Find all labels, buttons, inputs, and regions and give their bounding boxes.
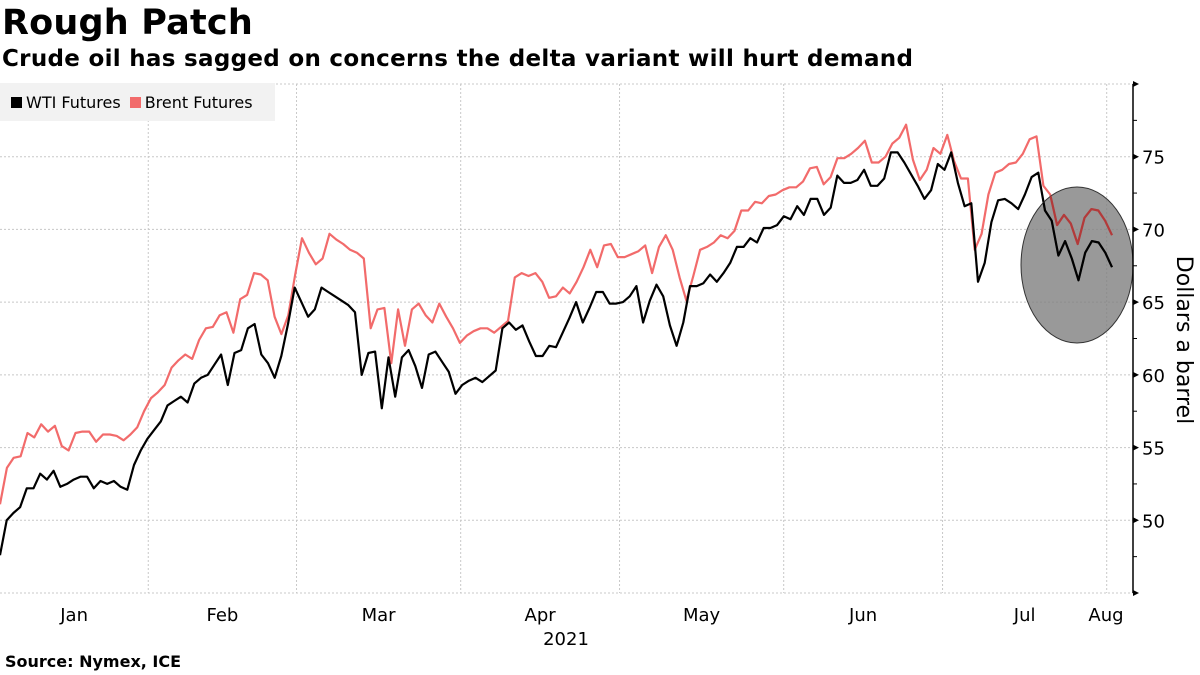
wti-line — [0, 151, 1113, 556]
x-tick-label: Aug — [1088, 605, 1123, 626]
wti-line-highlighted — [1023, 187, 1113, 282]
x-tick-label: Feb — [206, 605, 238, 626]
x-tick-label: Jul — [1013, 605, 1036, 626]
x-tick-label: Jan — [59, 605, 88, 626]
source-note: Source: Nymex, ICE — [5, 652, 182, 671]
y-tick-label: 75 — [1142, 148, 1165, 169]
y-tick-mark — [1133, 226, 1139, 233]
legend-swatch-brent — [129, 96, 141, 108]
x-tick-label: Mar — [362, 605, 397, 626]
y-tick-label: 50 — [1142, 511, 1165, 532]
legend-label-brent: Brent Futures — [144, 92, 253, 112]
legend: WTI Futures Brent Futures — [0, 83, 275, 121]
grid-lines — [0, 83, 1133, 594]
highlight-ellipse — [1020, 186, 1134, 344]
y-tick-mark — [1133, 590, 1139, 596]
y-axis: 50 55 60 65 70 75 — [1132, 81, 1165, 596]
legend-item-brent[interactable]: Brent Futures — [121, 83, 253, 121]
brent-line-highlighted — [1021, 187, 1113, 246]
y-axis-label: Dollars a barrel — [1171, 256, 1196, 424]
y-tick-mark — [1133, 299, 1139, 306]
legend-item-wti[interactable]: WTI Futures — [0, 83, 121, 121]
y-tick-mark — [1133, 517, 1139, 524]
chart-subtitle: Crude oil has sagged on concerns the del… — [2, 46, 914, 72]
x-axis-label: 2021 — [543, 629, 589, 650]
y-tick-label: 60 — [1142, 366, 1165, 387]
y-tick-mark — [1133, 81, 1139, 87]
y-tick-mark — [1133, 153, 1139, 160]
y-tick-mark — [1133, 444, 1139, 451]
y-tick-label: 65 — [1142, 293, 1165, 314]
legend-label-wti: WTI Futures — [26, 92, 121, 112]
x-tick-label: Jun — [848, 605, 877, 626]
chart-title: Rough Patch — [2, 3, 253, 43]
legend-swatch-wti — [11, 96, 22, 108]
y-tick-mark — [1133, 371, 1139, 378]
y-tick-label: 55 — [1142, 439, 1165, 460]
series-lines — [0, 123, 1113, 556]
x-tick-label: Apr — [525, 605, 557, 626]
x-axis: Jan Feb Mar Apr May Jun Jul Aug — [59, 605, 1123, 626]
y-tick-label: 70 — [1142, 220, 1165, 241]
x-tick-label: May — [683, 605, 721, 626]
brent-line — [0, 123, 1113, 505]
